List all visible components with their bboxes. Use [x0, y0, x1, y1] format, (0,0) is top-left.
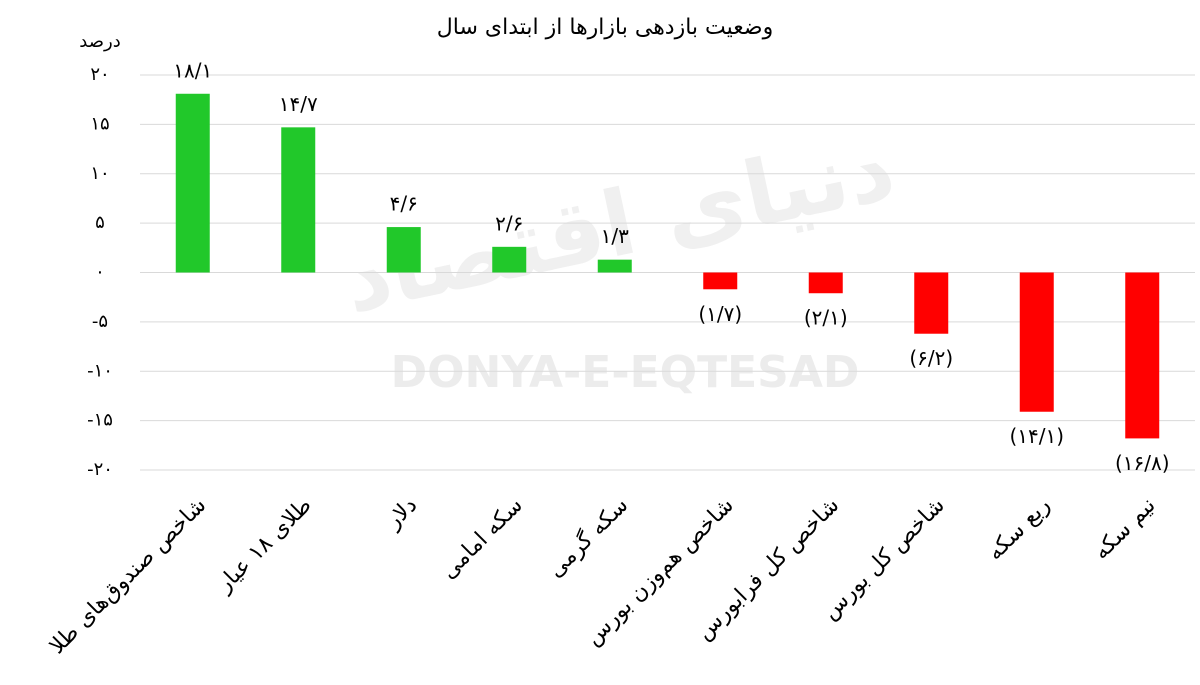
bar: [1125, 272, 1160, 439]
value-label: (۱۶/۸): [1115, 451, 1170, 475]
value-label: ۱/۳: [601, 224, 629, 248]
bar: [703, 272, 738, 290]
value-label: ۲/۶: [495, 211, 523, 235]
bar: [386, 227, 421, 273]
x-tick-label: ربع سکه: [983, 493, 1056, 566]
x-tick-label: سکه امامی: [436, 493, 527, 584]
x-tick-label: نیم سکه: [1089, 493, 1161, 565]
value-label: (۲/۱): [804, 306, 848, 330]
y-axis-label: درصد: [79, 31, 120, 52]
bar: [281, 127, 316, 273]
x-tick-label: شاخص صندوق‌های طلا: [45, 493, 211, 659]
x-tick-label: طلای ۱۸ عیار: [212, 493, 317, 598]
y-tick-label: ۵: [95, 212, 105, 233]
value-label: (۱۴/۱): [1009, 424, 1064, 448]
y-tick-label: ۰: [95, 262, 105, 283]
value-label: ۱۴/۷: [279, 92, 318, 116]
y-tick-label: ۱۰: [90, 163, 109, 184]
bar: [597, 259, 632, 273]
value-label: (۱/۷): [698, 302, 742, 326]
x-tick-label: دلار: [381, 493, 423, 535]
x-tick-label: سکه گرمی: [543, 492, 634, 583]
bar: [914, 272, 949, 334]
bar: [175, 93, 210, 273]
y-tick-label: -۵: [92, 311, 108, 332]
y-tick-label: -۱۰: [87, 360, 113, 381]
chart-title: وضعیت بازدهی بازارها از ابتدای سال: [437, 15, 773, 40]
y-tick-label: ۲۰: [90, 64, 109, 85]
value-label: (۶/۲): [909, 346, 953, 370]
value-label: ۱۸/۱: [173, 58, 212, 82]
y-tick-label: -۱۵: [87, 410, 113, 431]
y-tick-label: ۱۵: [90, 113, 109, 134]
watermark: DONYA-E-EQTESAD: [391, 347, 860, 398]
bar: [492, 246, 527, 273]
bar: [1019, 272, 1054, 412]
y-tick-label: -۲۰: [87, 459, 113, 480]
bar: [808, 272, 843, 294]
value-label: ۴/۶: [390, 192, 418, 216]
